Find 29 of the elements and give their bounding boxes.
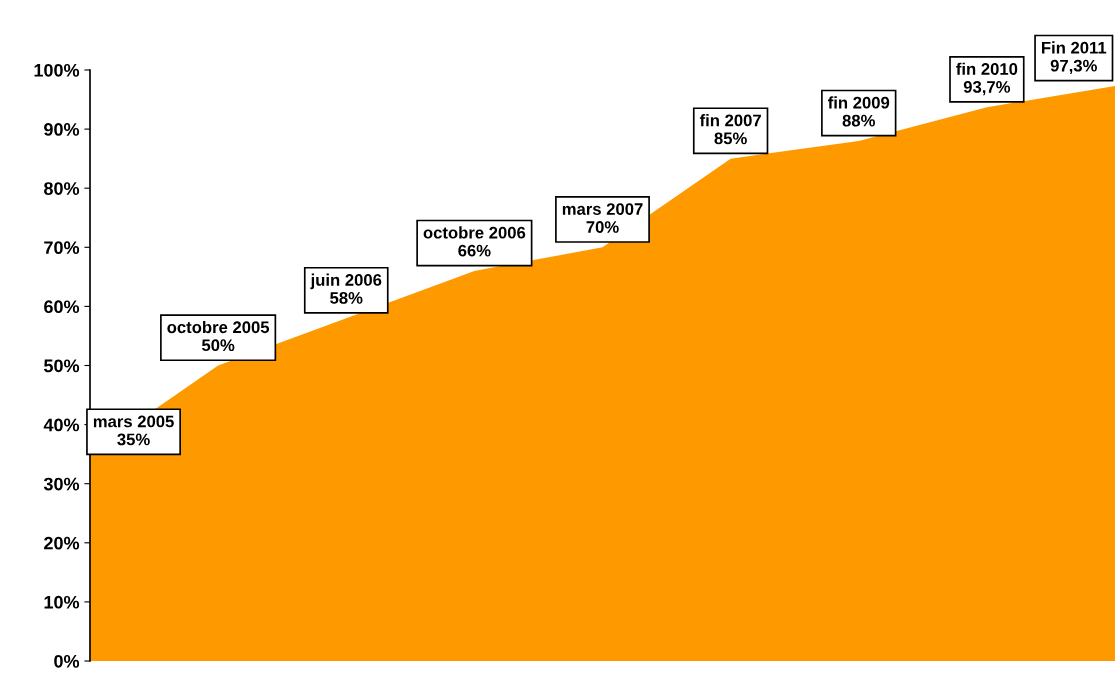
x-tick-label: octobre 2005: [167, 320, 270, 334]
x-tick-label: fin 2007: [699, 114, 761, 127]
x-tick-label: fin 2010: [956, 62, 1018, 75]
data-label: 66%: [458, 244, 491, 257]
x-tick-label: fin 2009: [828, 96, 890, 109]
data-label: 50%: [201, 339, 235, 352]
y-tick-label: 90%: [44, 123, 80, 136]
y-tick-label: 100%: [34, 63, 80, 77]
data-label: 70%: [586, 221, 619, 233]
y-tick-label: 40%: [43, 418, 80, 432]
y-tick-label: 80%: [44, 182, 80, 195]
y-tick-label: 10%: [44, 595, 80, 609]
y-tick-label: 60%: [44, 300, 80, 314]
data-label: 35%: [117, 433, 150, 446]
y-tick-label: 70%: [44, 241, 80, 255]
x-tick-label: mars 2005: [93, 415, 174, 428]
y-tick-label: 50%: [44, 359, 80, 373]
x-tick-label: octobre 2006: [423, 226, 526, 239]
data-label: 93,7%: [963, 81, 1011, 96]
data-label: 97,3%: [1050, 59, 1097, 74]
x-tick-label: juin 2006: [310, 273, 382, 290]
data-label: 85%: [714, 132, 747, 145]
data-label: 88%: [842, 114, 875, 127]
x-tick-label: mars 2007: [562, 203, 643, 215]
data-label: 58%: [330, 292, 363, 304]
y-tick-label: 20%: [44, 536, 80, 550]
y-tick-label: 30%: [43, 477, 80, 491]
y-tick-label: 0%: [54, 654, 80, 668]
x-tick-label: Fin 2011: [1042, 41, 1107, 54]
